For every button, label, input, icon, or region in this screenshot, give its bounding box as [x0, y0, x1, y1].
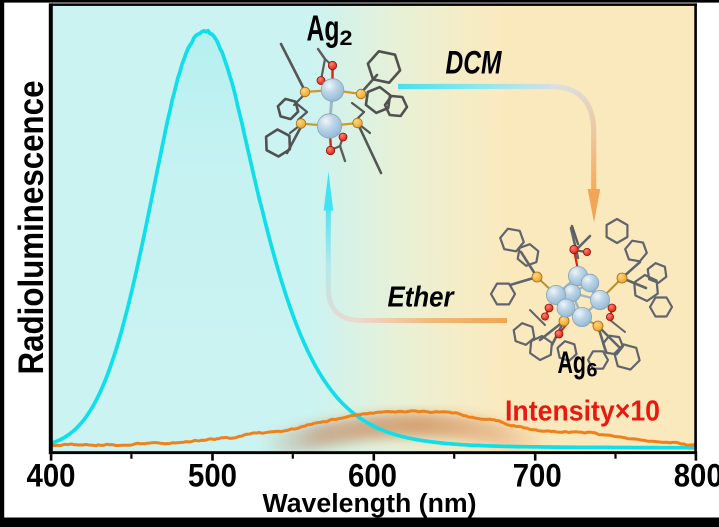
svg-text:Intensity×10: Intensity×10 — [505, 396, 660, 428]
svg-text:400: 400 — [27, 458, 76, 494]
svg-text:600: 600 — [348, 458, 397, 494]
svg-text:Wavelength (nm): Wavelength (nm) — [263, 490, 477, 518]
svg-text:500: 500 — [188, 458, 237, 494]
svg-text:6: 6 — [587, 361, 598, 382]
svg-text:Ag: Ag — [307, 8, 340, 49]
svg-text:Ether: Ether — [388, 282, 456, 314]
svg-text:Radioluminescence: Radioluminescence — [12, 81, 51, 375]
svg-text:Ag: Ag — [558, 344, 587, 380]
svg-text:DCM: DCM — [446, 45, 503, 81]
svg-text:700: 700 — [513, 458, 562, 494]
svg-text:2: 2 — [340, 27, 353, 50]
svg-text:800: 800 — [674, 458, 719, 494]
